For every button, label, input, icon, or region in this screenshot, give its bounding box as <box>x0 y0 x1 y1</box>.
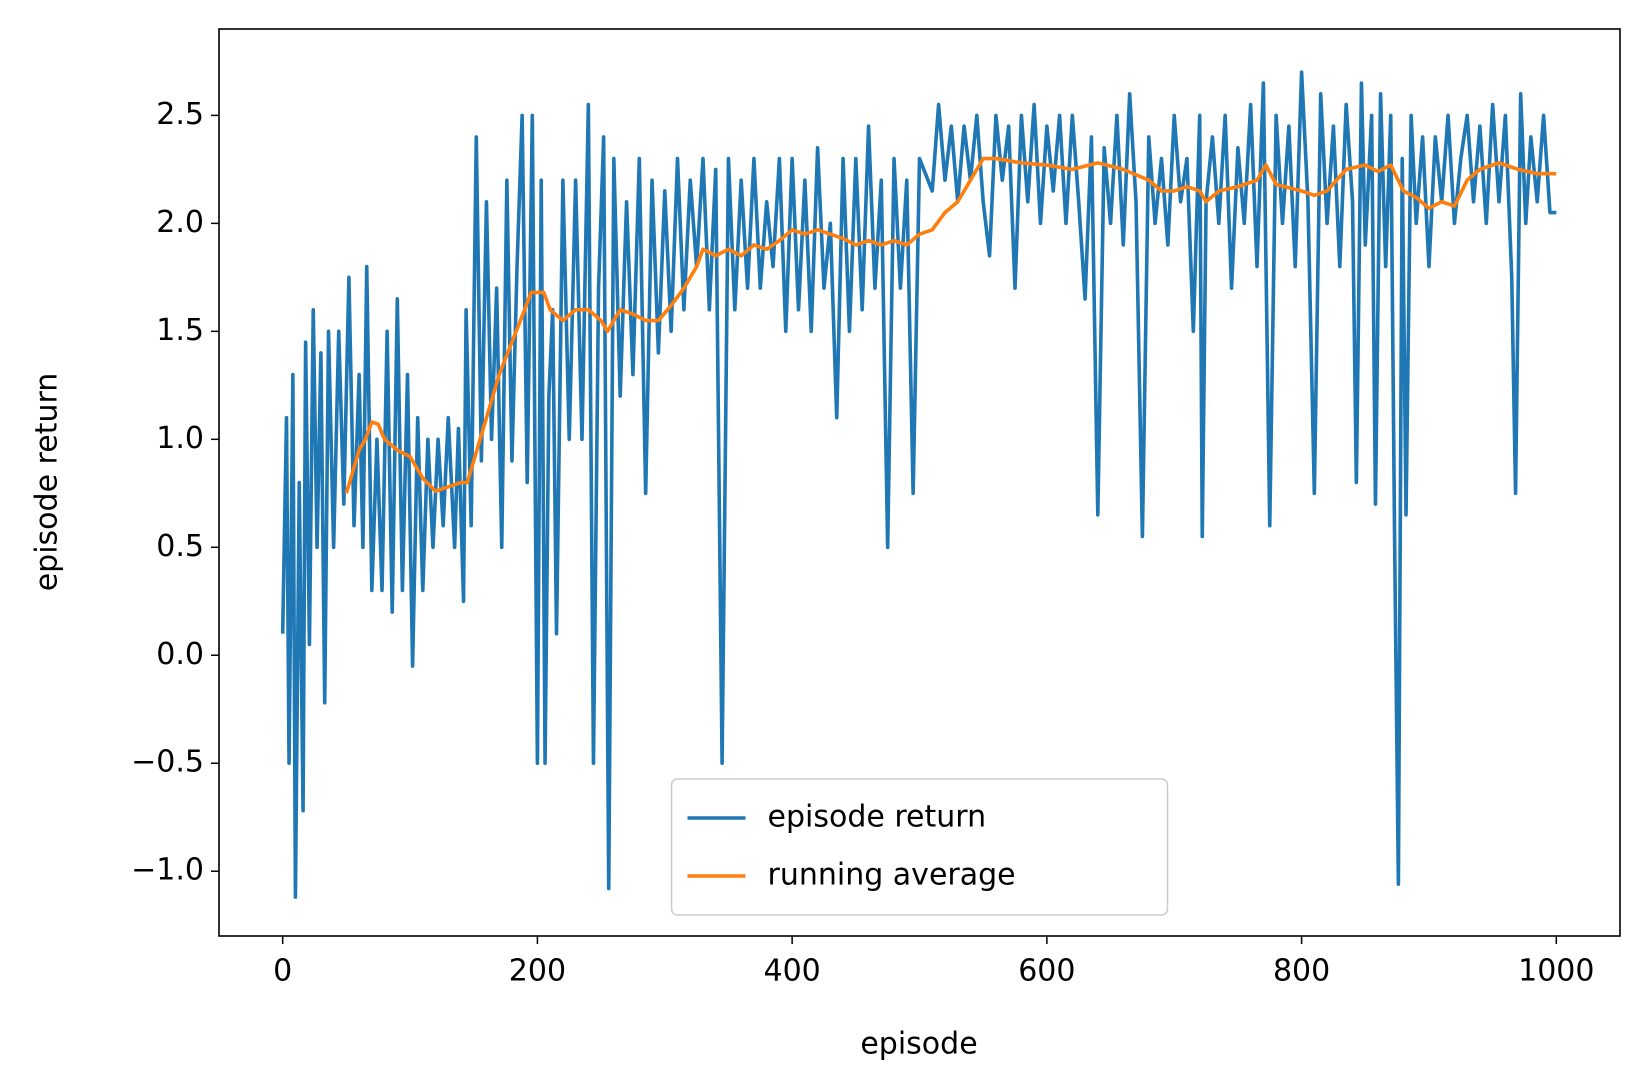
legend-box <box>670 778 1169 916</box>
y-axis-label: episode return <box>30 373 65 592</box>
x-tick-label: 800 <box>1273 954 1330 989</box>
legend: episode return running average <box>670 778 1169 916</box>
y-tick-label: 1.0 <box>156 421 204 456</box>
legend-label: running average <box>768 858 1016 893</box>
line-series <box>344 156 1557 494</box>
y-tick-label: 0.5 <box>156 529 204 564</box>
y-tick-label: 2.5 <box>156 97 204 132</box>
x-tick-label: 1000 <box>1518 954 1594 989</box>
y-tick-label: 0.0 <box>156 637 204 672</box>
y-tick-label: −0.5 <box>131 745 204 780</box>
line-series <box>280 70 1557 899</box>
y-tick-label: 1.5 <box>156 313 204 348</box>
x-tick-label: 0 <box>273 954 292 989</box>
y-tick-label: 2.0 <box>156 205 204 240</box>
y-tick-label: −1.0 <box>131 853 204 888</box>
x-tick-label: 600 <box>1018 954 1075 989</box>
legend-label: episode return <box>768 800 987 835</box>
plot-frame <box>218 28 1621 937</box>
x-axis-label: episode <box>860 1027 977 1062</box>
x-tick-label: 200 <box>509 954 566 989</box>
x-tick-label: 400 <box>764 954 821 989</box>
